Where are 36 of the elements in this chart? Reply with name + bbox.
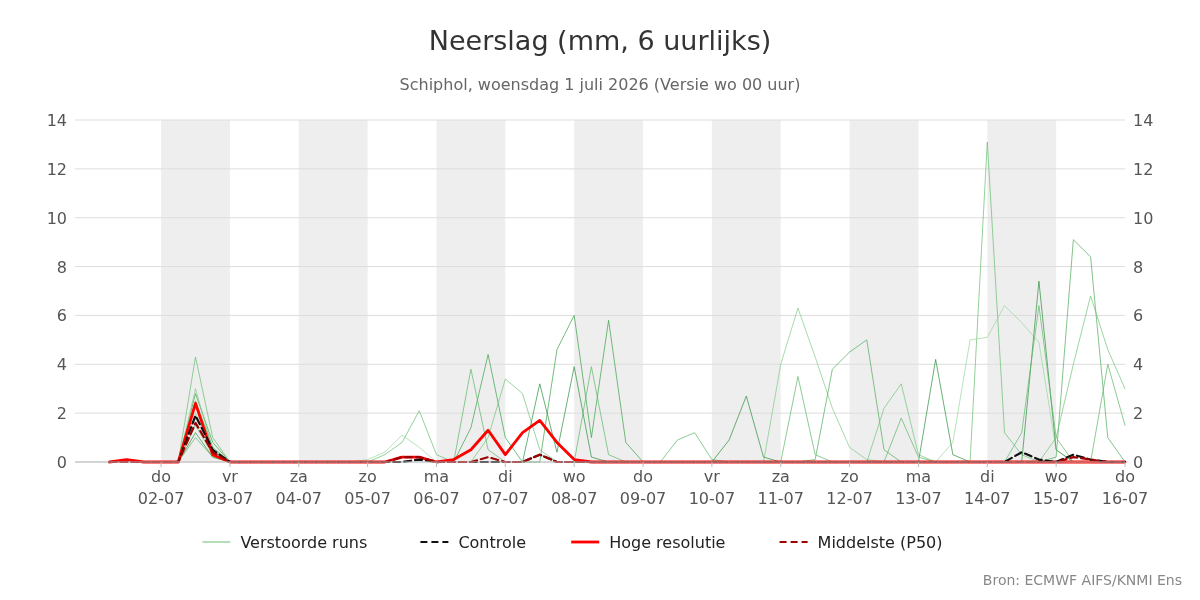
y2-tick-label: 10: [1133, 208, 1154, 228]
x-tick-label: wo 15-07: [1032, 467, 1080, 508]
x-tick-label: ma 06-07: [413, 467, 460, 508]
y2-tick-label: 2: [1133, 404, 1144, 424]
y2-tick-label: 6: [1133, 306, 1144, 326]
y-tick-label: 2: [56, 404, 67, 424]
x-tick-label: ma 13-07: [895, 467, 942, 508]
y2-tick-label: 12: [1133, 159, 1154, 179]
x-tick-label: vr 03-07: [206, 467, 254, 508]
x-tick-label: za 11-07: [757, 467, 804, 508]
x-tick-label: zo 05-07: [344, 467, 391, 508]
y-tick-label: 12: [46, 159, 67, 179]
x-tick-label: do 02-07: [137, 467, 185, 508]
legend-label: Verstoorde runs: [240, 533, 368, 552]
y2-tick-label: 14: [1133, 111, 1154, 130]
x-tick-label: za 04-07: [275, 467, 323, 508]
x-tick-label: wo 08-07: [550, 467, 598, 508]
legend-label: Hoge resolutie: [609, 533, 726, 552]
x-tick-label: vr 10-07: [688, 467, 736, 508]
y2-tick-label: 4: [1133, 355, 1144, 375]
x-tick-label: zo 12-07: [826, 467, 873, 508]
y-tick-label: 14: [46, 111, 67, 130]
x-tick-label: do 09-07: [619, 467, 667, 508]
text: Bron: ECMWF AIFS/KNMI Ens: [982, 572, 1182, 588]
legend-label: Middelste (P50): [817, 533, 943, 552]
y-tick-label: 6: [56, 306, 67, 326]
chart-title: Neerslag (mm, 6 uurlijks): [428, 25, 772, 56]
y-tick-label: 8: [56, 257, 67, 277]
x-tick-label: di 07-07: [482, 467, 529, 508]
legend-label: Controle: [458, 533, 527, 552]
x-tick-label: di 14-07: [964, 467, 1011, 508]
y-tick-label: 0: [56, 453, 67, 472]
y2-tick-label: 8: [1133, 257, 1144, 277]
y-tick-label: 10: [46, 208, 67, 228]
y-tick-label: 4: [56, 355, 67, 375]
chart-subtitle: Schiphol, woensdag 1 juli 2026 (Versie wo 00 uur): [399, 75, 801, 94]
